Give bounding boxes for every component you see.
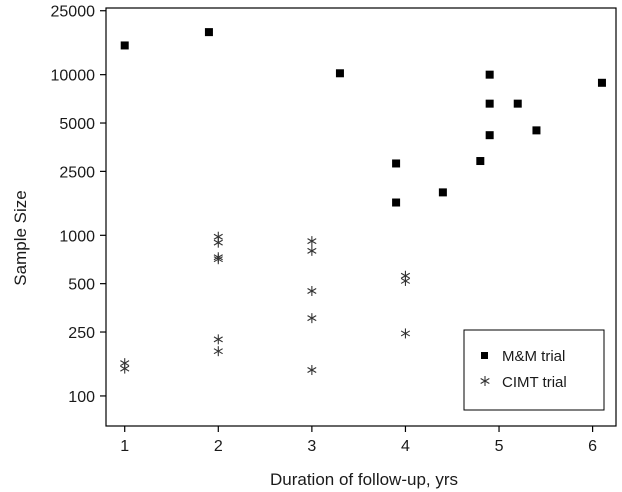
mm-trial-point <box>204 28 213 37</box>
cimt-trial-point <box>213 334 223 345</box>
mm-trial-point <box>392 159 401 168</box>
cimt-trial-point <box>120 363 130 374</box>
x-axis: 1 2 3 4 5 6 <box>120 426 597 455</box>
mm-trial-point <box>335 69 344 78</box>
y-tick-label: 250 <box>68 325 95 342</box>
y-tick-label: 1000 <box>59 228 95 245</box>
x-axis-title: Duration of follow-up, yrs <box>270 470 458 489</box>
cimt-trial-point <box>307 236 317 247</box>
mm-trial-point <box>532 126 541 135</box>
legend-label-mm: M&M trial <box>502 348 565 365</box>
legend-marker-mm <box>481 352 488 359</box>
cimt-trial-point <box>213 237 223 248</box>
cimt-trial-point <box>400 328 411 339</box>
x-tick-label: 2 <box>214 438 223 455</box>
y-tick-label: 25000 <box>51 4 96 21</box>
mm-trial-point <box>476 157 485 166</box>
cimt-trial-point <box>307 365 317 376</box>
y-tick-label: 2500 <box>59 164 95 181</box>
mm-trial-point <box>485 99 494 108</box>
y-tick-label: 5000 <box>59 116 95 133</box>
cimt-trial-point <box>213 346 223 357</box>
x-tick-label: 3 <box>307 438 316 455</box>
legend-label-cimt: CIMT trial <box>502 374 567 391</box>
mm-trial-point <box>120 41 129 50</box>
mm-trial-point <box>392 198 401 207</box>
legend: M&M trial CIMT trial <box>463 329 605 411</box>
cimt-trial-point <box>400 275 411 286</box>
mm-trial-point <box>485 70 494 79</box>
mm-trial-point <box>513 99 522 108</box>
cimt-trial-point <box>307 245 317 256</box>
x-tick-label: 6 <box>588 438 597 455</box>
legend-marker-cimt <box>480 376 490 386</box>
plot-frame <box>105 7 617 427</box>
mm-trial-point <box>597 78 606 87</box>
x-tick-label: 1 <box>120 438 129 455</box>
data-points <box>120 28 606 376</box>
cimt-trial-point <box>307 286 317 297</box>
cimt-trial-point <box>213 254 223 265</box>
y-tick-label: 100 <box>68 389 95 406</box>
mm-trial-point <box>438 188 447 197</box>
legend-box <box>463 329 605 411</box>
cimt-trial-point <box>307 313 317 324</box>
y-tick-label: 10000 <box>51 68 96 85</box>
mm-trial-point <box>485 131 494 140</box>
legend-asterisk-icon <box>480 376 490 386</box>
y-axis: 100 250 500 1000 2500 5000 10000 25000 <box>51 4 106 406</box>
y-axis-title: Sample Size <box>11 190 30 285</box>
x-tick-label: 4 <box>401 438 410 455</box>
x-tick-label: 5 <box>495 438 504 455</box>
y-tick-label: 500 <box>68 277 95 294</box>
